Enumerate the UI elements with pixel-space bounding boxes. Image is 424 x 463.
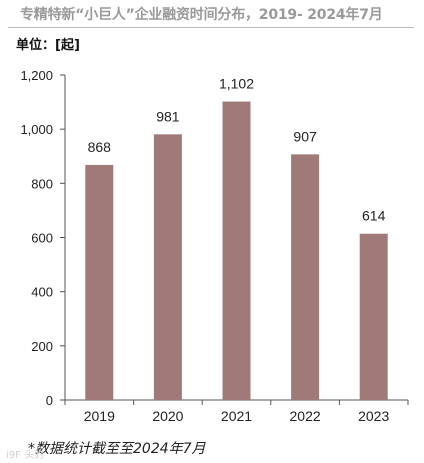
bar (222, 101, 251, 401)
data-label: 981 (156, 108, 180, 124)
bar (85, 164, 114, 400)
y-tick-label: 1,000 (20, 122, 53, 137)
watermark-logo: i9F 头豹 (6, 450, 45, 461)
y-tick-label: 0 (46, 393, 53, 408)
y-tick-label: 600 (31, 231, 53, 246)
unit-label: 单位：[起] (16, 38, 80, 53)
x-tick-label: 2020 (152, 408, 183, 424)
data-label: 1,102 (219, 76, 254, 92)
page-title: 专精特新“小巨人”企业融资时间分布，2019- 2024年7月 (20, 7, 383, 23)
data-label: 868 (88, 139, 112, 155)
bar (153, 134, 182, 400)
bar (291, 154, 320, 400)
data-label: 614 (362, 208, 386, 224)
data-label: 907 (293, 128, 317, 144)
y-tick-label: 1,200 (20, 68, 53, 83)
y-tick-label: 400 (31, 285, 53, 300)
y-tick-label: 800 (31, 176, 53, 191)
title-divider (8, 27, 414, 28)
footnote: *数据统计截至至2024年7月 (28, 441, 206, 457)
x-tick-label: 2021 (221, 408, 252, 424)
bar (359, 233, 388, 400)
x-tick-label: 2019 (84, 408, 115, 424)
x-tick-label: 2023 (358, 408, 389, 424)
x-tick-label: 2022 (290, 408, 321, 424)
y-tick-label: 200 (31, 339, 53, 354)
